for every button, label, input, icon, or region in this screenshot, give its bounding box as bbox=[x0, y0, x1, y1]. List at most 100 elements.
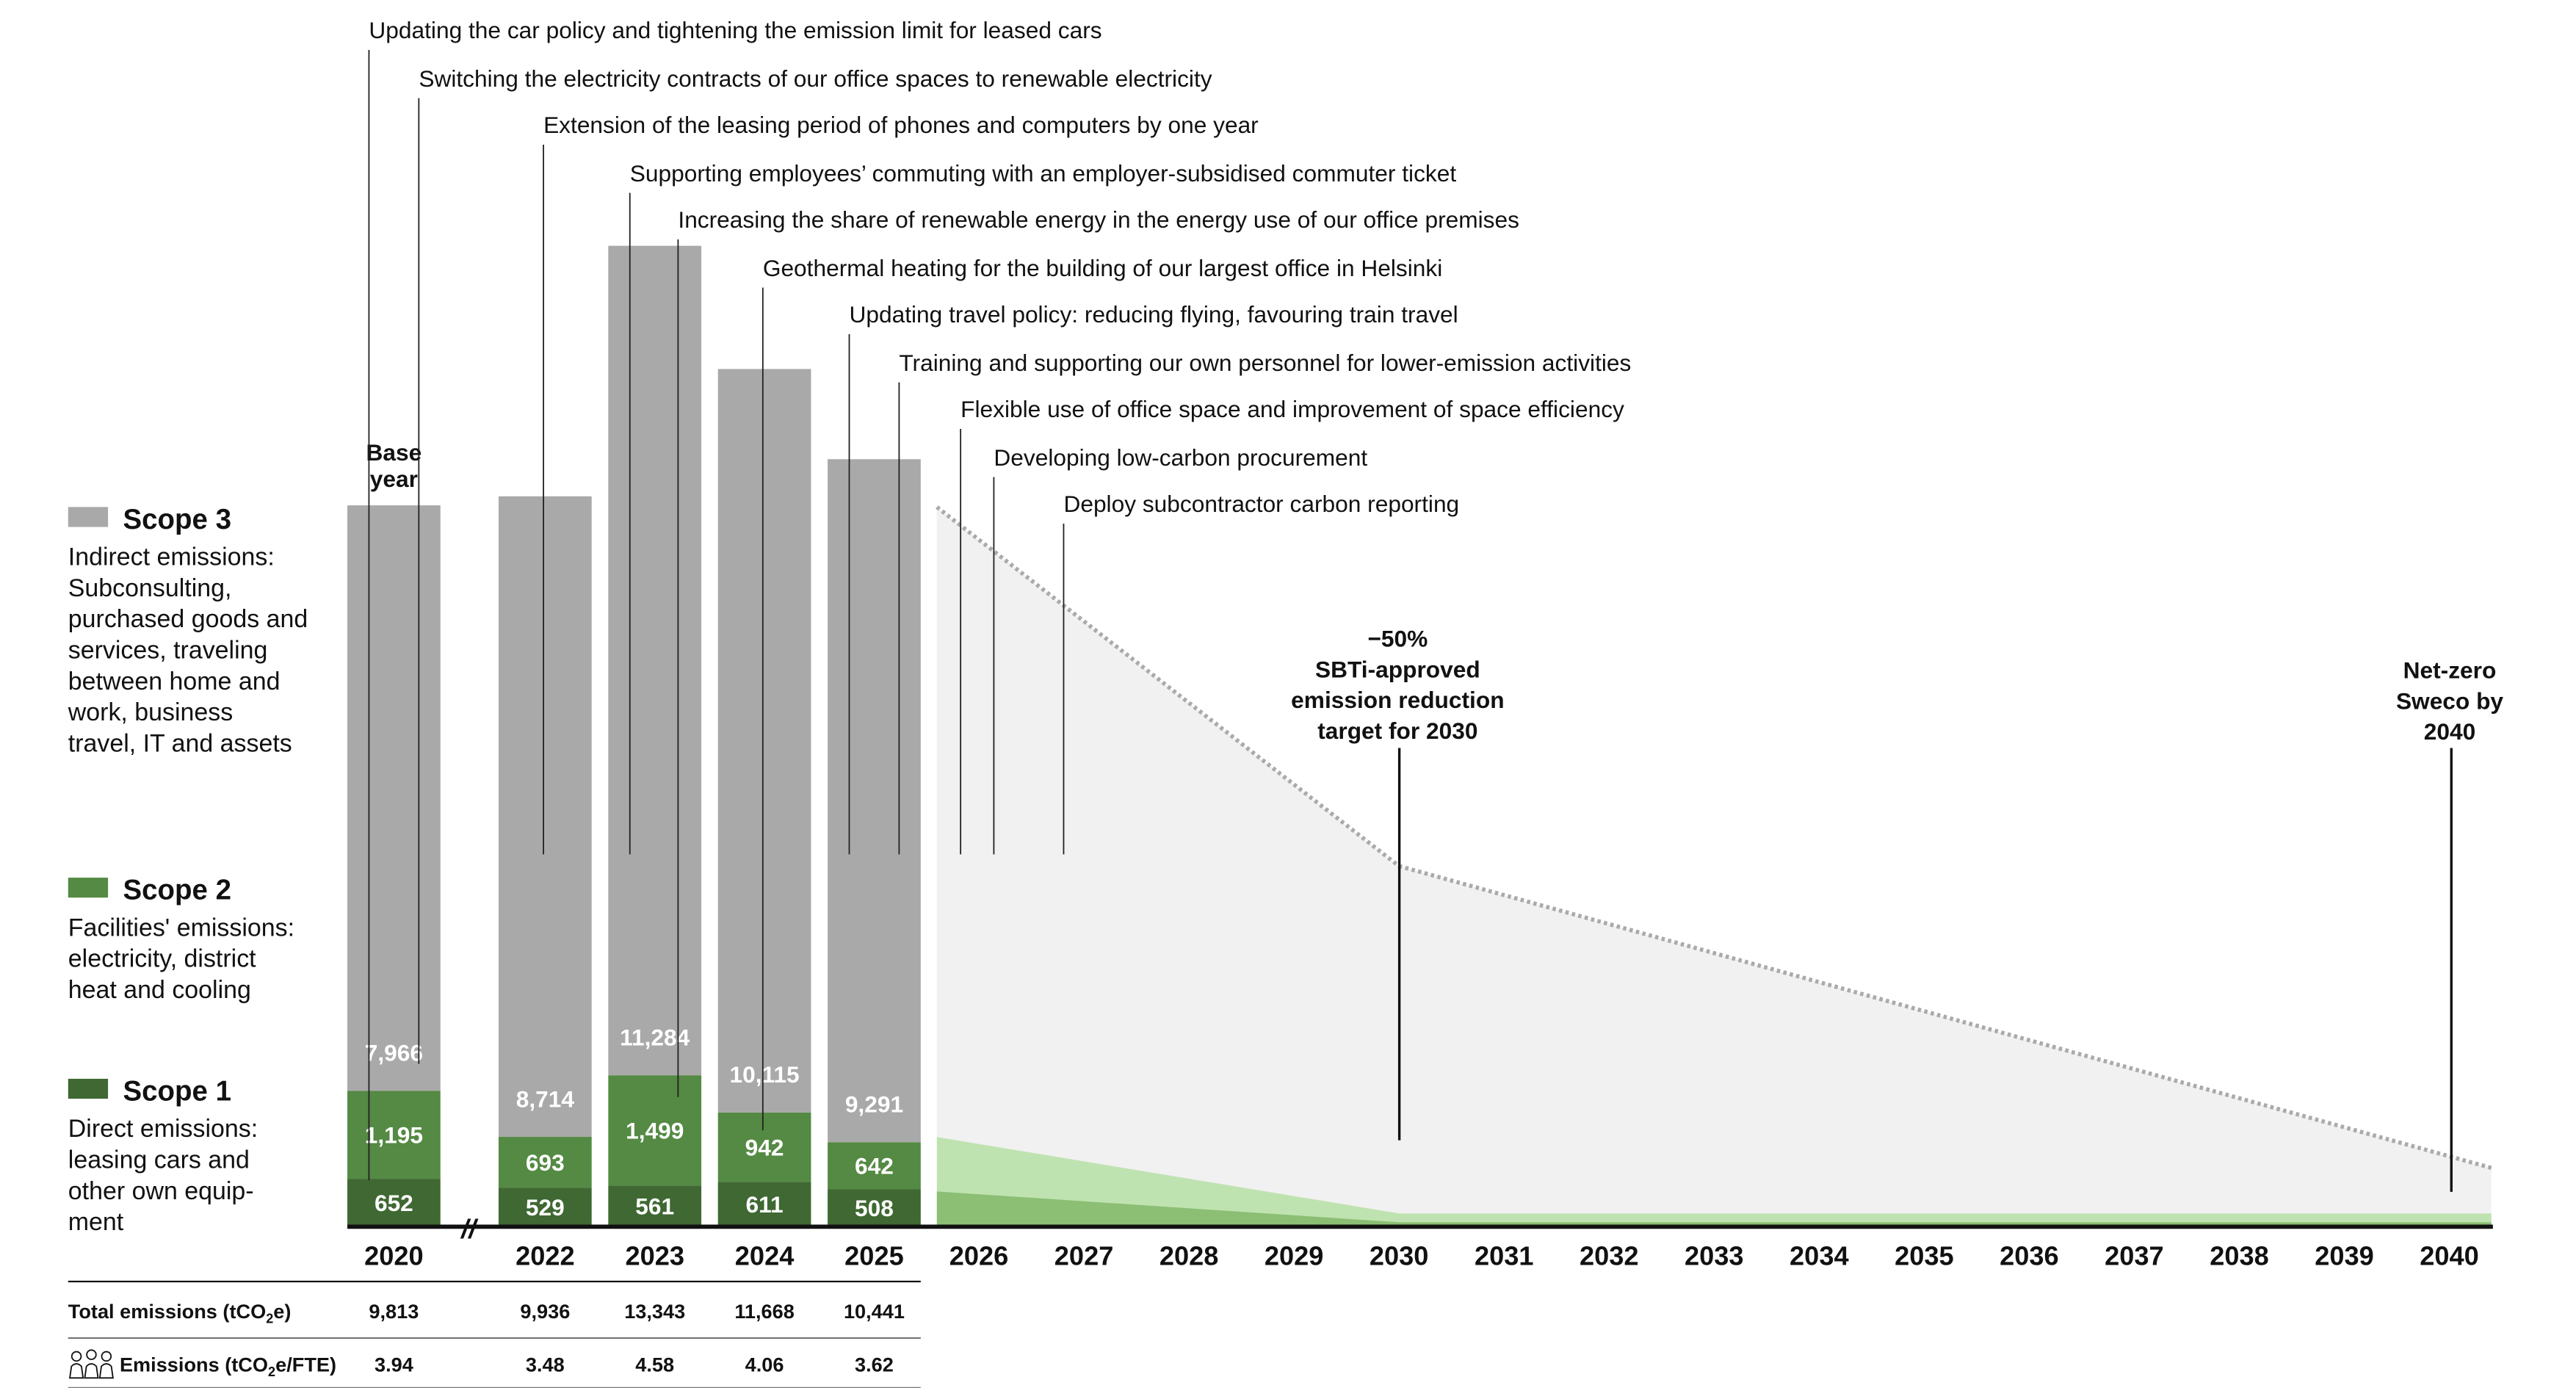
person-head bbox=[101, 1351, 112, 1362]
x-tick-label: 2030 bbox=[1370, 1240, 1429, 1270]
initiative-label: Increasing the share of renewable energy… bbox=[678, 206, 1519, 233]
x-tick-label: 2031 bbox=[1475, 1240, 1534, 1270]
bar-scope2-2023 bbox=[608, 1075, 702, 1186]
x-tick-label: 2036 bbox=[2000, 1240, 2059, 1270]
value-label: 942 bbox=[745, 1134, 784, 1160]
value-label: 642 bbox=[855, 1153, 894, 1179]
initiative-label: Updating the car policy and tightening t… bbox=[369, 17, 1101, 43]
subscript: 2 bbox=[268, 1364, 275, 1379]
netzero-2040-callout: Net-zero bbox=[2403, 657, 2497, 683]
legend-description: Direct emissions: bbox=[68, 1115, 258, 1143]
x-tick-label: 2038 bbox=[2210, 1240, 2269, 1270]
bar-scope2-2024 bbox=[717, 1112, 811, 1182]
legend-title: Scope 1 bbox=[123, 1075, 231, 1107]
bars-layer: 652 1,195 7,966 529 693 8,714 561 1,499 11,284 61… bbox=[347, 245, 921, 1227]
value-label: 9,291 bbox=[845, 1091, 903, 1118]
person-body bbox=[69, 1363, 84, 1379]
initiative-label: Updating travel policy: reducing flying,… bbox=[850, 301, 1458, 328]
x-tick-label: 2032 bbox=[1580, 1240, 1639, 1270]
target-area bbox=[936, 507, 2492, 1227]
projection-layer bbox=[936, 505, 2492, 1227]
bar-scope2-2020 bbox=[347, 1091, 441, 1179]
base-year-label: year bbox=[370, 466, 418, 492]
legend-title: Scope 2 bbox=[123, 875, 231, 906]
initiative-label: Deploy subcontractor carbon reporting bbox=[1063, 491, 1459, 517]
bar-scope3-2020 bbox=[347, 505, 441, 1091]
legend-description: leasing cars and bbox=[68, 1146, 250, 1174]
netzero-2040-callout: 2040 bbox=[2424, 718, 2475, 745]
x-tick-label: 2039 bbox=[2315, 1240, 2374, 1270]
x-tick-label: 2035 bbox=[1895, 1240, 1954, 1270]
legend-swatch-2 bbox=[68, 1078, 109, 1099]
x-tick-label: 2024 bbox=[735, 1240, 795, 1270]
person-body bbox=[98, 1363, 114, 1379]
label-text: e) bbox=[273, 1300, 291, 1323]
value-label: 529 bbox=[526, 1194, 565, 1221]
bar-scope3-2022 bbox=[498, 496, 592, 1138]
total-emissions-label: Total emissions (tCO2e) bbox=[68, 1300, 292, 1326]
legend-description: electricity, district bbox=[68, 945, 256, 973]
legend-description: purchased goods and bbox=[68, 605, 308, 633]
bar-scope3-2024 bbox=[717, 369, 811, 1113]
target-2030-callout: target for 2030 bbox=[1317, 718, 1477, 744]
value-label: 652 bbox=[375, 1190, 413, 1216]
initiative-label: Flexible use of office space and improve… bbox=[960, 396, 1624, 422]
x-tick-label: 2029 bbox=[1265, 1240, 1324, 1270]
value-label: 11,284 bbox=[620, 1024, 690, 1050]
summary-table: Total emissions (tCO2e) Emissions (tCO2e/… bbox=[68, 1280, 921, 1388]
initiative-label: Geothermal heating for the building of o… bbox=[763, 255, 1442, 281]
label-text: Emissions (tCO bbox=[120, 1353, 268, 1376]
bar-scope1-2022 bbox=[498, 1188, 592, 1227]
initiative-label: Switching the electricity contracts of o… bbox=[419, 65, 1212, 92]
value-label: 611 bbox=[746, 1191, 784, 1218]
target-2030-callout: emission reduction bbox=[1291, 687, 1504, 713]
value-label: 7,966 bbox=[365, 1040, 423, 1066]
legend-swatch-0 bbox=[68, 507, 109, 527]
initiative-annotations: Updating the car policy and tightening t… bbox=[368, 17, 2503, 1192]
total-emissions-value: 10,441 bbox=[844, 1300, 905, 1323]
legend-description: travel, IT and assets bbox=[68, 730, 292, 758]
x-tick-label: 2028 bbox=[1159, 1240, 1219, 1270]
value-label: 1,499 bbox=[626, 1118, 684, 1144]
fte-emissions-value: 4.58 bbox=[635, 1353, 674, 1376]
bar-scope1-2020 bbox=[347, 1179, 441, 1227]
bar-scope2-2025 bbox=[828, 1142, 921, 1190]
fte-emissions-value: 4.06 bbox=[745, 1353, 784, 1376]
legend-description: between home and bbox=[68, 668, 281, 695]
people-icon bbox=[69, 1349, 114, 1379]
x-tick-label: 2025 bbox=[844, 1240, 904, 1270]
scope1-projection-area bbox=[936, 1191, 2492, 1227]
person-head bbox=[86, 1349, 97, 1360]
total-emissions-value: 11,668 bbox=[734, 1300, 795, 1323]
x-axis: // 2020 2022 2023 2024 2025 2026 2027 2028 2029 20… bbox=[347, 1214, 2493, 1270]
netzero-2040-callout: Sweco by bbox=[2396, 687, 2503, 714]
value-label: 1,195 bbox=[365, 1122, 423, 1149]
x-tick-label: 2027 bbox=[1054, 1240, 1114, 1270]
value-label: 508 bbox=[855, 1195, 894, 1221]
base-year-label: Base bbox=[366, 439, 422, 466]
fte-emissions-label: Emissions (tCO2e/FTE) bbox=[120, 1353, 336, 1379]
value-label: 10,115 bbox=[730, 1061, 800, 1088]
initiative-label: Extension of the leasing period of phone… bbox=[543, 112, 1259, 138]
x-tick-label: 2020 bbox=[364, 1240, 424, 1270]
x-tick-label: 2022 bbox=[515, 1240, 575, 1270]
total-emissions-value: 9,936 bbox=[520, 1300, 570, 1323]
legend-description: Facilities' emissions: bbox=[68, 914, 294, 941]
total-emissions-value: 9,813 bbox=[369, 1300, 419, 1323]
x-tick-label: 2037 bbox=[2105, 1240, 2164, 1270]
axis-break-icon: // bbox=[460, 1214, 479, 1244]
legend-description: heat and cooling bbox=[68, 976, 251, 1004]
fte-emissions-value: 3.62 bbox=[855, 1353, 894, 1376]
x-tick-label: 2033 bbox=[1685, 1240, 1744, 1270]
x-tick-label: 2026 bbox=[949, 1240, 1009, 1270]
x-tick-label: 2023 bbox=[625, 1240, 684, 1270]
legend-description: ment bbox=[68, 1208, 124, 1236]
x-tick-label: 2040 bbox=[2420, 1240, 2479, 1270]
target-2030-callout: SBTi-approved bbox=[1315, 656, 1480, 682]
legend-swatch-1 bbox=[68, 878, 109, 898]
value-label: 693 bbox=[526, 1149, 565, 1176]
fte-emissions-value: 3.48 bbox=[526, 1353, 565, 1376]
total-emissions-value: 13,343 bbox=[624, 1300, 685, 1323]
target-2030-callout: −50% bbox=[1367, 625, 1428, 651]
bar-scope1-2024 bbox=[717, 1182, 811, 1227]
